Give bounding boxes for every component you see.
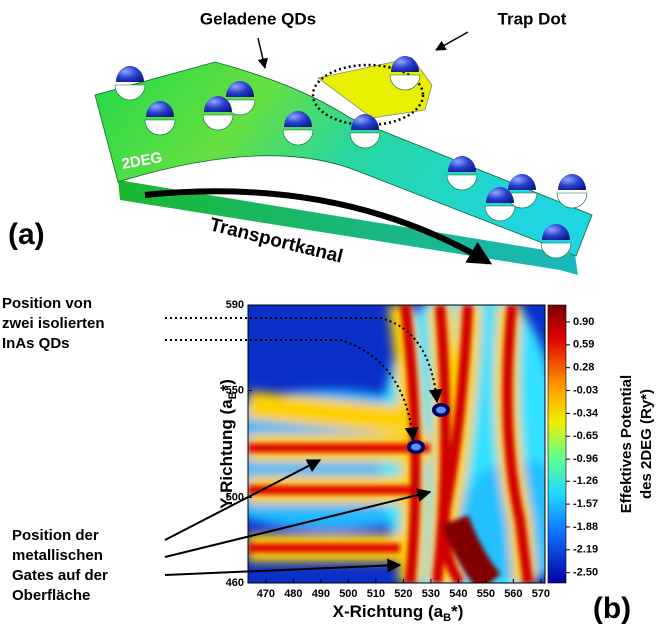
colorbar-tick-label: -0.34 xyxy=(573,407,599,419)
x-tick-label: 490 xyxy=(312,588,330,600)
colorbar-tick-label: -1.88 xyxy=(573,521,598,533)
colorbar-tick-label: -2.19 xyxy=(573,544,598,556)
x-tick-label: 480 xyxy=(284,588,302,600)
dome xyxy=(391,56,419,72)
contour-field xyxy=(180,280,580,620)
panel-b: (b) xyxy=(593,592,631,625)
colorbar-tick-label: -0.03 xyxy=(573,384,598,396)
x-axis-label: X-Richtung (aB*) xyxy=(333,602,464,623)
annotation-qds: InAs QDs xyxy=(2,335,70,352)
x-tick-label: 570 xyxy=(532,588,550,600)
annotation-qds: Position von xyxy=(2,295,92,312)
colorbar-tick-label: 0.90 xyxy=(573,316,594,328)
colorbar-title: Effektives Potential xyxy=(618,375,635,513)
dome xyxy=(116,66,144,82)
colorbar xyxy=(548,305,566,583)
x-tick-label: 520 xyxy=(394,588,412,600)
y-axis-label-sub: B xyxy=(227,391,239,399)
annotation-gates: Oberfläche xyxy=(12,587,90,604)
qds-pointer xyxy=(258,38,265,68)
y-tick-label: 460 xyxy=(226,577,244,589)
y-axis-label-text: Y-Richtung (a xyxy=(217,399,236,509)
x-tick-label: 530 xyxy=(422,588,440,600)
colorbar-tick-label: -0.96 xyxy=(573,453,598,465)
colorbar-tick-label: -1.26 xyxy=(573,475,598,487)
x-tick-label: 500 xyxy=(339,588,357,600)
annotations: Position von zwei isolierten InAs QDs Posit… xyxy=(2,295,108,604)
colorbar-tick-label: 0.28 xyxy=(573,362,594,374)
y-tick-label: 590 xyxy=(226,299,244,311)
panel-a: (a) xyxy=(8,218,45,251)
dome xyxy=(448,156,476,172)
x-tick-label: 560 xyxy=(504,588,522,600)
annotation-gates: Position der xyxy=(12,527,99,544)
channel-illustration xyxy=(95,32,592,275)
colorbar-tick-label: -0.65 xyxy=(573,430,598,442)
annotation-gates: Gates auf der xyxy=(12,567,108,584)
label-trap: Trap Dot xyxy=(498,9,567,28)
colorbar-tick-label: -2.50 xyxy=(573,567,598,579)
x-tick-label: 550 xyxy=(477,588,495,600)
colorbar-tick-label: 0.59 xyxy=(573,339,594,351)
colorbar-tick-label: -1.57 xyxy=(573,498,598,510)
dome xyxy=(508,174,536,190)
annotation-gates: metallischen xyxy=(12,547,103,564)
colorbar-title: des 2DEG (Ry*) xyxy=(638,389,655,499)
figure: Geladene QDs Trap Dot 2DEG Transportkana… xyxy=(0,0,659,634)
x-axis-label-after: *) xyxy=(451,602,463,621)
y-axis-label-after: *) xyxy=(217,379,236,391)
x-axis-label-sub: B xyxy=(443,612,451,624)
annotation-qds: zwei isolierten xyxy=(2,315,105,332)
trap-pointer xyxy=(436,32,468,50)
y-axis-label: Y-Richtung (aB*) xyxy=(217,379,238,509)
x-tick-label: 510 xyxy=(367,588,385,600)
x-axis-label-text: X-Richtung (a xyxy=(333,602,444,621)
label-qds: Geladene QDs xyxy=(200,9,316,28)
x-tick-label: 470 xyxy=(257,588,275,600)
x-tick-label: 540 xyxy=(449,588,467,600)
dome xyxy=(558,174,586,190)
